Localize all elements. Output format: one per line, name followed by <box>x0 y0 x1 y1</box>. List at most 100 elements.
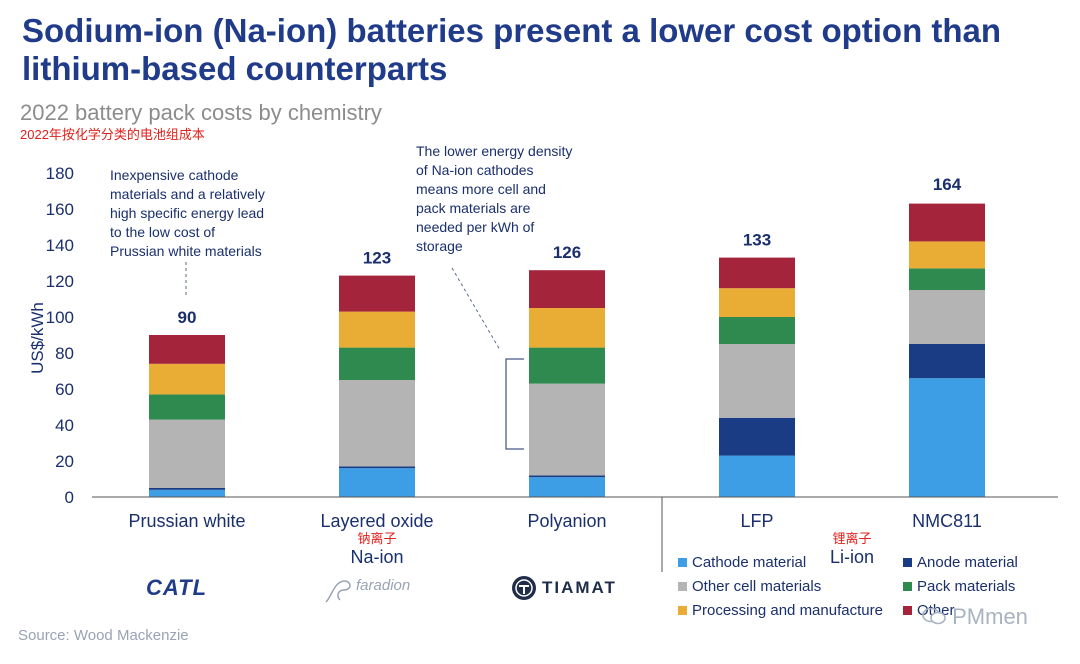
chart-subtitle: 2022 battery pack costs by chemistry <box>20 100 382 125</box>
category-labels: Prussian white Layered oxide Polyanion LFP N… <box>128 511 981 531</box>
faradion-logo-text: faradion <box>356 577 411 594</box>
bar-segment-other <box>339 275 415 312</box>
annotation-bracket <box>505 358 524 450</box>
y-axis: 0 20 40 60 80 100 120 140 160 180 <box>46 164 74 507</box>
legend-label-anode: Anode material <box>917 554 1018 571</box>
bar-segment-other_cell <box>149 419 225 488</box>
bar-segment-cathode <box>149 489 225 497</box>
annotation-polyanion: The lower energy density of Na-ion catho… <box>416 143 572 450</box>
bar-segment-cathode <box>719 455 795 497</box>
bar-segment-cathode <box>529 477 605 497</box>
legend-swatch-other_cell <box>678 582 687 591</box>
bar-segment-pack <box>719 317 795 344</box>
bar-segment-processing <box>339 311 415 348</box>
tiamat-logo: TIAMAT <box>510 574 615 607</box>
legend: Cathode material Anode material Other cell… <box>678 554 1018 619</box>
faradion-logo: faradion <box>322 576 410 606</box>
bar-segment-anode <box>529 475 605 478</box>
category-label: Polyanion <box>527 511 606 531</box>
group-label-naion: Na-ion <box>350 547 403 567</box>
category-label: NMC811 <box>912 511 982 531</box>
tiamat-logo-text: TIAMAT <box>542 578 617 597</box>
annotation-prussian-white: Inexpensive cathode materials and a rela… <box>110 167 265 298</box>
legend-swatch-other <box>903 606 912 615</box>
bar-segment-anode <box>909 344 985 379</box>
y-tick-label: 160 <box>46 200 74 219</box>
legend-label-processing: Processing and manufacture <box>692 602 883 619</box>
bar-segment-other <box>149 335 225 364</box>
bar-segment-processing <box>909 241 985 269</box>
legend-swatch-anode <box>903 558 912 567</box>
annotation-line: high specific energy lead <box>110 205 264 221</box>
catl-logo: CATL <box>146 575 208 600</box>
bar-total-label: 123 <box>363 249 391 268</box>
bar-segment-pack <box>339 347 415 380</box>
bar-segment-other_cell <box>719 344 795 418</box>
annotation-line: of Na-ion cathodes <box>416 162 534 178</box>
group-label-naion-cn: 钠离子 <box>357 531 396 546</box>
y-tick-label: 40 <box>55 416 74 435</box>
y-tick-label: 140 <box>46 236 74 255</box>
y-tick-label: 80 <box>55 344 74 363</box>
y-tick-label: 0 <box>65 488 74 507</box>
bar-total-label: 164 <box>933 175 962 194</box>
annotation-line: Inexpensive cathode <box>110 167 239 183</box>
y-tick-label: 60 <box>55 380 74 399</box>
legend-label-cathode: Cathode material <box>692 554 806 571</box>
bar-segment-anode <box>339 466 415 469</box>
legend-label-pack: Pack materials <box>917 578 1015 595</box>
bar-segment-processing <box>149 363 225 395</box>
page-title: Sodium-ion (Na-ion) batteries present a … <box>22 12 1002 87</box>
annotation-line: Prussian white materials <box>110 243 262 259</box>
bar-segment-other <box>909 203 985 242</box>
bar-segment-other_cell <box>339 380 415 467</box>
legend-label-other_cell: Other cell materials <box>692 578 821 595</box>
y-tick-label: 180 <box>46 164 74 183</box>
watermark: PMmen <box>922 604 1028 630</box>
category-label: LFP <box>740 511 773 531</box>
bar-total-label: 133 <box>743 231 771 250</box>
y-tick-label: 120 <box>46 272 74 291</box>
bar-segment-cathode <box>339 468 415 497</box>
bar-segment-other_cell <box>529 383 605 476</box>
legend-swatch-pack <box>903 582 912 591</box>
annotation-line: The lower energy density <box>416 143 572 159</box>
bars <box>149 203 985 497</box>
bar-segment-pack <box>909 268 985 290</box>
bar-segment-pack <box>149 394 225 420</box>
tiamat-emblem-icon <box>512 576 536 600</box>
bar-total-label: 90 <box>178 308 197 327</box>
bar-segment-processing <box>719 288 795 317</box>
bar-segment-processing <box>529 308 605 348</box>
bar-segment-anode <box>149 488 225 490</box>
group-label-liion: Li-ion <box>830 547 874 567</box>
annotation-line: pack materials are <box>416 200 531 216</box>
bar-segment-pack <box>529 347 605 384</box>
bar-totals: 90 123 126 133 164 <box>178 175 962 327</box>
group-label-liion-cn: 锂离子 <box>832 531 871 546</box>
bar-total-label: 126 <box>553 243 581 262</box>
annotation-leader-line <box>451 267 501 351</box>
annotation-line: to the low cost of <box>110 224 215 240</box>
category-label: Layered oxide <box>320 511 433 531</box>
wechat-icon <box>922 607 946 625</box>
y-axis-label: US$/kWh <box>28 302 47 374</box>
y-tick-label: 100 <box>46 308 74 327</box>
annotation-line: materials and a relatively <box>110 186 265 202</box>
source-note: Source: Wood Mackenzie <box>18 627 189 644</box>
chart-subtitle-chinese: 2022年按化学分类的电池组成本 <box>20 127 205 142</box>
annotation-line: means more cell and <box>416 181 546 197</box>
legend-swatch-cathode <box>678 558 687 567</box>
bar-segment-anode <box>719 417 795 456</box>
bar-segment-other <box>529 270 605 308</box>
bar-segment-other <box>719 257 795 289</box>
bar-segment-other_cell <box>909 290 985 344</box>
faradion-swirl-icon <box>325 580 351 603</box>
annotation-line: storage <box>416 238 463 254</box>
annotation-line: needed per kWh of <box>416 219 534 235</box>
y-tick-label: 20 <box>55 452 74 471</box>
watermark-text: PMmen <box>952 604 1028 629</box>
bar-segment-cathode <box>909 378 985 497</box>
category-label: Prussian white <box>128 511 245 531</box>
